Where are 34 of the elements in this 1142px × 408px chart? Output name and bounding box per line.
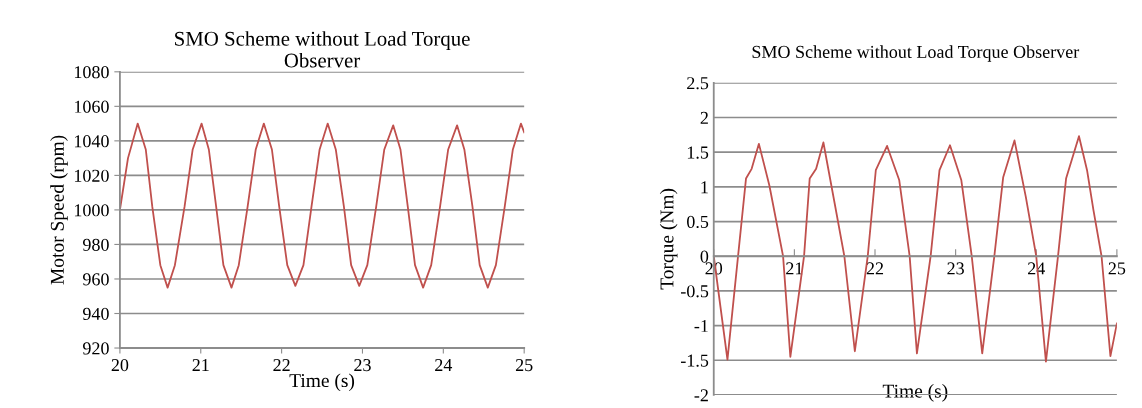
x-tick-label: 21 xyxy=(192,359,209,371)
y-tick-label: 1 xyxy=(701,181,708,194)
x-tick-label: 21 xyxy=(786,262,803,275)
y-tick-label: 0 xyxy=(700,250,709,263)
y-tick-label: 960 xyxy=(82,273,109,286)
y-tick-label: 940 xyxy=(82,307,109,320)
x-tick-label: 24 xyxy=(435,359,453,371)
y-tick-label: -0.5 xyxy=(680,285,709,298)
y-tick-label: 1080 xyxy=(74,66,109,79)
y-tick-label: -1 xyxy=(694,319,708,332)
x-tick-label: 23 xyxy=(354,359,371,372)
x-tick-label: 22 xyxy=(866,262,884,275)
y-axis-title: Motor Speed (rpm) xyxy=(50,135,68,285)
y-tick-label: 980 xyxy=(82,238,109,251)
y-tick-label: -2 xyxy=(694,389,708,402)
y-tick-label: 1.5 xyxy=(687,146,709,159)
y-tick-label: 1040 xyxy=(74,135,109,148)
y-tick-label: 920 xyxy=(82,342,109,355)
y-tick-label: 1000 xyxy=(74,204,109,217)
y-tick-label: 1060 xyxy=(74,100,109,113)
x-axis-title: Time (s) xyxy=(289,373,355,392)
y-tick-label: 2 xyxy=(700,111,708,124)
y-tick-label: 0.5 xyxy=(687,215,709,229)
x-tick-label: 23 xyxy=(947,262,964,275)
y-axis-title: Torque (Nm) xyxy=(659,188,678,290)
x-tick-label: 25 xyxy=(1108,262,1126,275)
y-tick-label: -1.5 xyxy=(680,354,709,367)
chart-title: SMO Scheme without Load Torque Observer xyxy=(752,45,1080,62)
x-tick-label: 22 xyxy=(273,359,290,371)
y-tick-label: 2.5 xyxy=(687,77,709,90)
x-tick-label: 20 xyxy=(111,358,129,372)
chart-title: SMO Scheme without Load Torque Observer xyxy=(175,31,470,68)
x-tick-label: 25 xyxy=(515,359,533,372)
y-tick-label: 1020 xyxy=(74,169,109,182)
